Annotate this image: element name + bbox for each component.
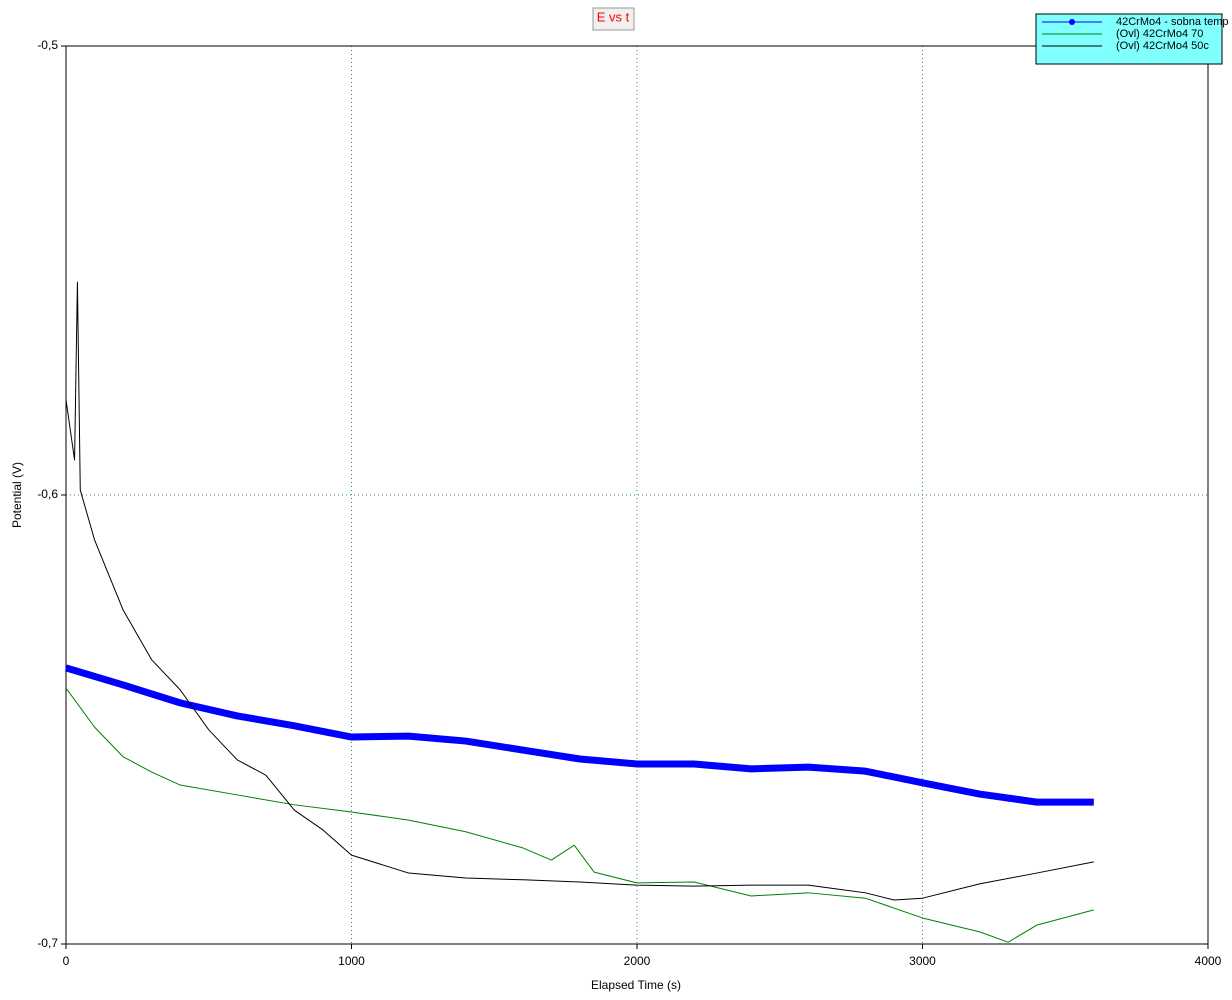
y-axis-label: Potential (V) [10, 462, 24, 528]
y-tick-label: -0,7 [37, 936, 58, 950]
y-tick-label: -0,6 [37, 487, 58, 501]
x-tick-label: 4000 [1195, 954, 1222, 968]
series-line [64, 664, 1094, 806]
series-line [65, 281, 1094, 901]
legend-label: 42CrMo4 - sobna temp [1116, 16, 1229, 28]
legend-marker [1069, 19, 1075, 25]
legend: 42CrMo4 - sobna temp(Ovl) 42CrMo4 70(Ovl… [1035, 13, 1229, 65]
series-line [65, 687, 1094, 943]
x-axis-label: Elapsed Time (s) [591, 978, 681, 992]
x-tick-label: 3000 [909, 954, 936, 968]
y-tick-label: -0,5 [37, 38, 58, 52]
x-tick-label: 0 [63, 954, 70, 968]
plot-frame [65, 45, 1209, 945]
legend-label: (Ovl) 42CrMo4 70 [1116, 28, 1203, 40]
x-tick-label: 1000 [338, 954, 365, 968]
chart-title: E vs t [597, 9, 630, 24]
legend-label: (Ovl) 42CrMo4 50c [1116, 40, 1209, 52]
title-box [592, 7, 635, 31]
x-tick-label: 2000 [624, 954, 651, 968]
